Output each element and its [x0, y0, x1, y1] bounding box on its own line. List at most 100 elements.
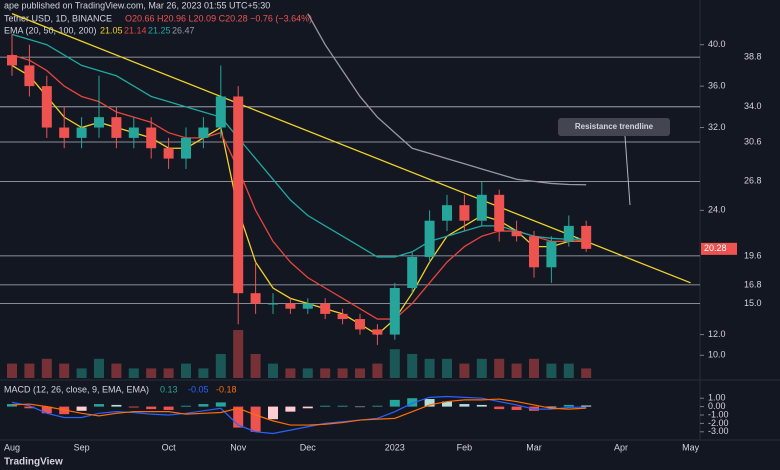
volume-bar: [111, 363, 122, 378]
volume-bar: [372, 363, 383, 378]
candle-body: [372, 329, 383, 335]
candle-body: [320, 303, 331, 314]
volume-bar: [24, 363, 35, 378]
ema-value: 21.05: [100, 25, 123, 35]
macd-value: -0.18: [216, 384, 237, 394]
volume-bar: [59, 363, 70, 378]
macd-value: -0.05: [188, 384, 209, 394]
x-tick-label: Nov: [230, 442, 247, 452]
volume-bar: [459, 363, 470, 378]
ema-line: [11, 64, 587, 336]
candle-body: [459, 205, 470, 221]
candle-body: [389, 288, 400, 335]
x-tick-label: Dec: [300, 442, 317, 452]
volume-bar: [250, 354, 261, 378]
y-tick-label: 12.0: [708, 329, 726, 339]
symbol: Tether USD, 1D, BINANCE: [4, 13, 112, 23]
volume-bar: [146, 368, 157, 378]
macd-histogram-bar: [285, 406, 296, 412]
x-tick-label: 2023: [385, 442, 405, 452]
candle-body: [268, 303, 278, 305]
ema-value: 21.14: [124, 25, 147, 35]
y-tick-label: 32.0: [708, 122, 726, 132]
candle-body: [7, 55, 17, 66]
ema-line: [11, 33, 587, 258]
candle-body: [163, 148, 174, 159]
last-price-tag: [701, 242, 737, 255]
volume-bar: [581, 368, 592, 378]
level-label: 30.6: [744, 136, 762, 146]
macd-histogram-bar: [337, 405, 348, 407]
candle-body: [337, 313, 348, 320]
volume-bar: [476, 358, 487, 378]
annotation-pointer: [624, 135, 631, 206]
volume-bar: [389, 349, 400, 378]
level-label: 34.0: [744, 101, 762, 111]
x-tick-label: Aug: [4, 442, 20, 452]
macd-histogram-bar: [7, 404, 17, 407]
candle-body: [424, 220, 435, 257]
ema-line: [11, 54, 587, 320]
macd-histogram-bar: [320, 405, 331, 407]
macd-histogram-bar: [198, 404, 209, 407]
macd-histogram-bar: [389, 399, 400, 407]
macd-label: MACD (12, 26, close, 9, EMA, EMA): [4, 384, 149, 394]
candle-body: [563, 225, 574, 242]
candle-body: [198, 127, 209, 138]
macd-histogram-bar: [215, 402, 226, 407]
macd-histogram-bar: [424, 399, 435, 407]
ema-value: 21.25: [148, 25, 171, 35]
candle-body: [41, 86, 52, 128]
candle-body: [285, 303, 296, 309]
ema-label: EMA (20, 50, 100, 200): [4, 25, 97, 35]
macd-histogram-bar: [494, 406, 505, 410]
macd-histogram-bar: [372, 405, 383, 407]
publisher: ape published on TradingView.com, Mar 26…: [4, 0, 270, 10]
ohlc: O20.66 H20.96 L20.09 C20.28 −0.76 (−3.64…: [125, 13, 312, 23]
candle-body: [146, 127, 157, 149]
volume-bar: [233, 330, 244, 378]
macd-histogram-bar: [302, 406, 313, 409]
macd-histogram-bar: [442, 401, 452, 407]
volume-bar: [41, 358, 52, 378]
volume-bar: [407, 354, 418, 378]
volume-bar: [563, 363, 574, 378]
macd-histogram-bar: [511, 406, 522, 410]
macd-histogram-bar: [355, 406, 365, 408]
level-label: 16.8: [744, 279, 762, 289]
volume-bar: [94, 358, 104, 378]
macd-tick-label: 0.00: [708, 401, 726, 411]
trendline: [11, 13, 691, 284]
macd-tick-label: 1.00: [708, 393, 726, 403]
annotation-box: [558, 118, 670, 136]
macd-tick-label: -2.00: [708, 418, 729, 428]
macd-histogram-bar: [181, 405, 191, 407]
volume-bar: [546, 363, 557, 378]
y-tick-label: 10.0: [708, 350, 726, 360]
candle-body: [181, 137, 191, 159]
volume-bar: [494, 358, 505, 378]
macd-histogram-bar: [563, 404, 574, 407]
macd-histogram-bar: [94, 404, 104, 407]
macd-histogram-bar: [24, 406, 35, 409]
macd-histogram-bar: [233, 406, 244, 428]
ema-line: [307, 13, 587, 186]
macd-histogram-bar: [111, 404, 122, 407]
ema-value: 26.47: [172, 25, 195, 35]
volume-bar: [7, 363, 17, 378]
macd-histogram-bar: [268, 406, 278, 420]
candle-body: [128, 127, 139, 138]
volume-bar: [302, 368, 313, 378]
candle-body: [511, 231, 522, 237]
candle-body: [233, 96, 244, 294]
volume-bar: [442, 358, 452, 378]
level-label: 38.8: [744, 52, 762, 62]
volume-bar: [285, 368, 296, 378]
volume-bar: [215, 354, 226, 378]
candle-body: [355, 319, 365, 330]
macd-histogram-bar: [250, 406, 261, 432]
macd-histogram-bar: [459, 404, 470, 407]
